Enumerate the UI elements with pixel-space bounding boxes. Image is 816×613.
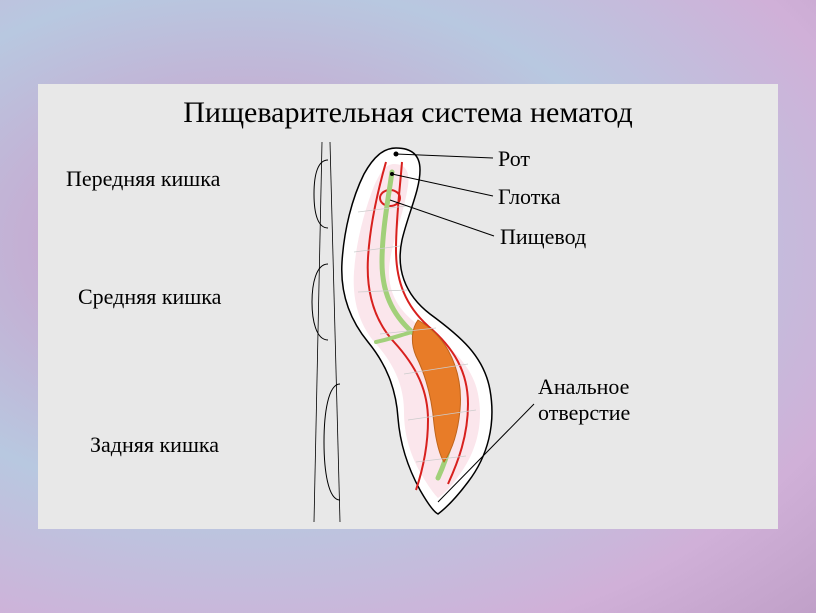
- diagram-panel: Пищеварительная система нематод Передняя…: [38, 84, 778, 529]
- pharynx-dot: [390, 172, 394, 176]
- diagram-title: Пищеварительная система нематод: [38, 96, 778, 130]
- label-posterior-gut: Задняя кишка: [90, 432, 219, 458]
- mouth-dot: [394, 152, 399, 157]
- label-anterior-gut: Передняя кишка: [66, 166, 220, 192]
- nematode-diagram: [308, 142, 568, 522]
- label-mid-gut: Средняя кишка: [78, 284, 221, 310]
